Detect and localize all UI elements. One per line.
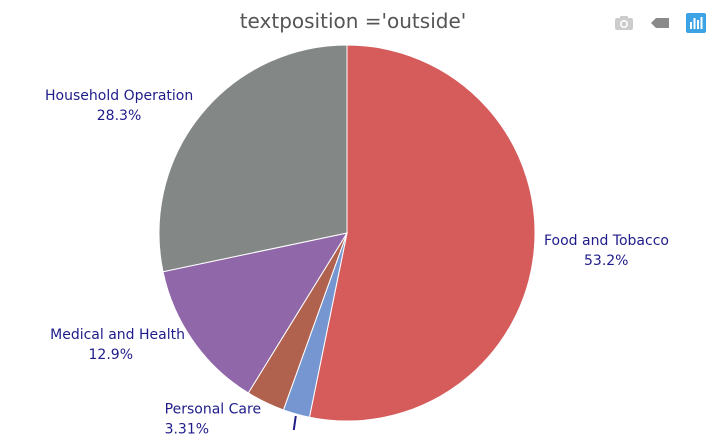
pie-label-food-and-tobacco: Food and Tobacco [544,233,669,249]
pie-percent-medical-and-health: 12.9% [89,347,133,363]
pie-label-medical-and-health: Medical and Health [50,327,185,343]
pie-leader-line-private-education [292,415,297,431]
camera-icon[interactable] [613,12,635,34]
chart-title: textposition ='outside' [240,9,467,33]
pie-slice-food-and-tobacco[interactable] [308,44,536,422]
pie-labels: Food and Tobacco 53.2% Personal Care 3.31% M… [45,88,669,437]
pie-percent-food-and-tobacco: 53.2% [584,253,628,269]
pie-label-household-operation: Household Operation [45,88,193,104]
pie-slice-medical-and-health[interactable] [162,232,349,394]
pie-percent-personal-care: 3.31% [165,421,209,437]
pie-percent-household-operation: 28.3% [97,108,141,124]
pie-label-personal-care: Personal Care [165,401,261,417]
pie-slices [158,44,536,422]
plotly-logo-icon[interactable] [685,12,707,34]
tag-icon[interactable] [649,12,671,34]
pie-slice-household-operation[interactable] [158,44,348,273]
modebar [613,12,707,34]
